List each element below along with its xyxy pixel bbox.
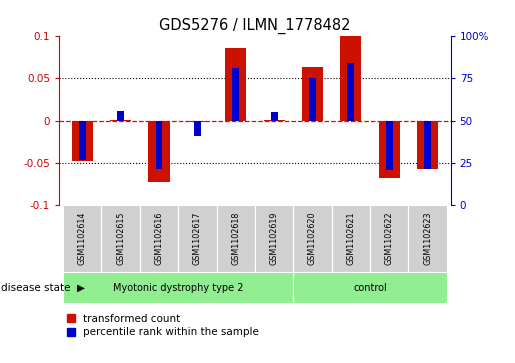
Text: GSM1102622: GSM1102622 <box>385 212 394 265</box>
Bar <box>370 205 408 272</box>
Bar <box>264 120 285 121</box>
Bar <box>148 121 169 182</box>
Bar <box>187 121 208 122</box>
Text: GSM1102615: GSM1102615 <box>116 212 125 265</box>
Text: GSM1102616: GSM1102616 <box>154 212 163 265</box>
Bar <box>117 111 124 121</box>
Bar <box>216 205 255 272</box>
Text: GSM1102623: GSM1102623 <box>423 212 432 265</box>
Text: GSM1102614: GSM1102614 <box>78 212 87 265</box>
Bar <box>271 112 278 121</box>
Bar <box>255 205 294 272</box>
Title: GDS5276 / ILMN_1778482: GDS5276 / ILMN_1778482 <box>159 17 351 33</box>
Bar <box>156 121 162 169</box>
Text: GSM1102621: GSM1102621 <box>347 212 355 265</box>
Bar <box>417 121 438 169</box>
Bar <box>232 68 239 121</box>
Bar <box>332 205 370 272</box>
Bar <box>408 205 447 272</box>
Text: GSM1102617: GSM1102617 <box>193 212 202 265</box>
Bar <box>194 121 201 136</box>
Text: disease state  ▶: disease state ▶ <box>1 283 84 293</box>
Bar <box>79 121 85 159</box>
Bar <box>225 48 246 121</box>
Bar <box>63 205 101 272</box>
Bar <box>63 272 294 303</box>
Text: control: control <box>353 283 387 293</box>
Text: GSM1102618: GSM1102618 <box>231 212 240 265</box>
Bar <box>294 272 447 303</box>
Bar <box>302 67 323 121</box>
Bar <box>178 205 216 272</box>
Bar <box>309 78 316 121</box>
Legend: transformed count, percentile rank within the sample: transformed count, percentile rank withi… <box>64 312 261 339</box>
Bar <box>386 121 392 170</box>
Bar <box>140 205 178 272</box>
Bar <box>424 121 431 169</box>
Bar <box>72 121 93 161</box>
Bar <box>379 121 400 178</box>
Bar <box>348 63 354 121</box>
Bar <box>101 205 140 272</box>
Text: GSM1102619: GSM1102619 <box>270 212 279 265</box>
Bar <box>110 120 131 121</box>
Bar <box>340 36 362 121</box>
Bar <box>294 205 332 272</box>
Text: GSM1102620: GSM1102620 <box>308 212 317 265</box>
Text: Myotonic dystrophy type 2: Myotonic dystrophy type 2 <box>113 283 244 293</box>
